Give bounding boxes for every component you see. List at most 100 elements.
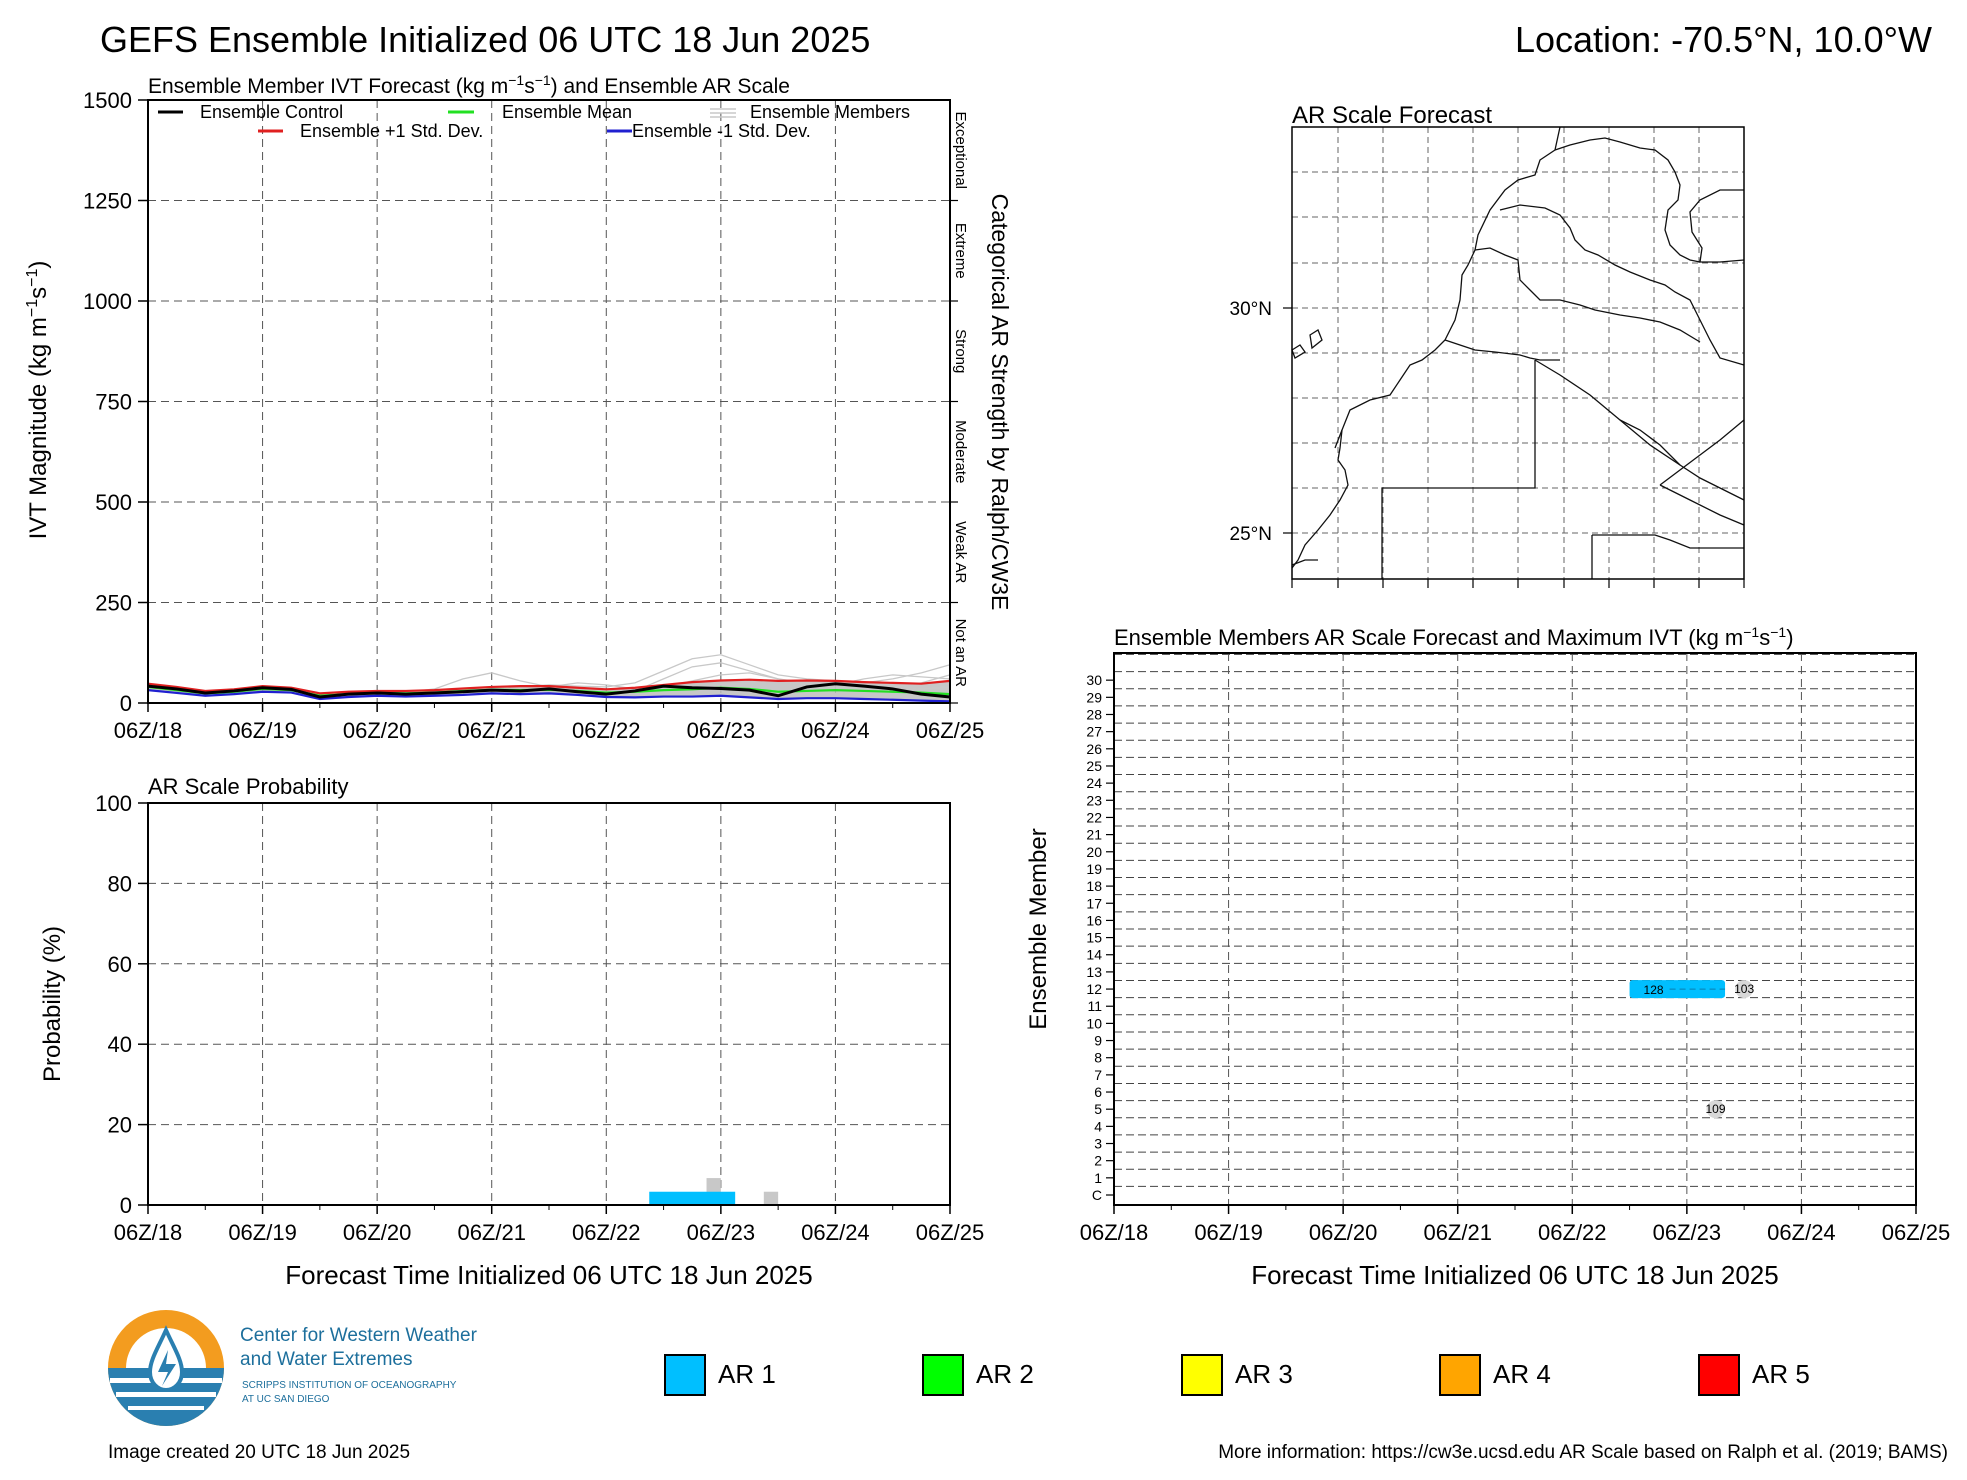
- logo-line-3: SCRIPPS INSTITUTION OF OCEANOGRAPHY: [242, 1380, 457, 1391]
- probability-title: AR Scale Probability: [148, 774, 349, 799]
- probability-x-tick-label: 06Z/24: [801, 1220, 870, 1245]
- ar-category-label: Weak AR: [952, 521, 969, 583]
- ar-legend-label: AR 3: [1235, 1359, 1293, 1389]
- members-y-tick-label: 29: [1086, 689, 1102, 705]
- members-x-tick-label: 06Z/22: [1538, 1220, 1607, 1245]
- probability-x-axis-label: Forecast Time Initialized 06 UTC 18 Jun …: [285, 1260, 812, 1290]
- ar-category-legend: AR 1 AR 2 AR 3 AR 4 AR 5: [664, 1354, 1810, 1396]
- members-y-tick-label: 9: [1094, 1033, 1102, 1049]
- ivt-y-tick-label: 500: [95, 490, 132, 515]
- ar-legend-swatch: [1181, 1354, 1223, 1396]
- members-y-tick-label: 10: [1086, 1015, 1102, 1031]
- legend-mean-label: Ensemble Mean: [502, 102, 632, 122]
- member-ivt-value: 103: [1734, 982, 1754, 996]
- member-ivt-marker: [1706, 1100, 1725, 1119]
- members-y-tick-label: 8: [1094, 1050, 1102, 1066]
- ivt-y-ticks: 0 250 500 750 1000 1250 1500: [83, 88, 148, 716]
- map-lat-label-30n: 30°N: [1230, 299, 1272, 320]
- cw3e-logo: Center for Western Weather and Water Ext…: [108, 1310, 478, 1426]
- probability-y-axis-label: Probability (%): [39, 926, 66, 1082]
- ivt-x-tick-label: 06Z/20: [343, 718, 412, 743]
- ivt-x-tick-label: 06Z/21: [457, 718, 526, 743]
- members-x-tick-label: 06Z/23: [1653, 1220, 1722, 1245]
- ar-legend-swatch: [1698, 1354, 1740, 1396]
- members-y-tick-label: 22: [1086, 809, 1102, 825]
- members-title: Ensemble Members AR Scale Forecast and M…: [1114, 624, 1794, 650]
- probability-x-ticks: 06Z/18 06Z/19 06Z/20 06Z/21 06Z/22 06Z/23 06Z/…: [114, 1205, 985, 1245]
- ar-category-label: Moderate: [952, 420, 969, 483]
- members-x-tick-label: 06Z/21: [1423, 1220, 1492, 1245]
- ivt-right-axis-label: Categorical AR Strength by Ralph/CW3E: [987, 194, 1013, 611]
- ivt-y-tick-label: 250: [95, 591, 132, 616]
- probability-y-tick-label: 0: [120, 1193, 132, 1218]
- members-y-tick-label: C: [1092, 1187, 1102, 1203]
- members-x-tick-label: 06Z/20: [1309, 1220, 1378, 1245]
- members-x-tick-label: 06Z/25: [1882, 1220, 1951, 1245]
- members-y-axis-label: Ensemble Member: [1025, 828, 1052, 1029]
- ivt-x-tick-label: 06Z/23: [687, 718, 756, 743]
- ar-legend-label: AR 1: [718, 1359, 776, 1389]
- members-y-tick-label: 1: [1094, 1170, 1102, 1186]
- ivt-legend: Ensemble Control Ensemble Mean Ensemble …: [158, 102, 910, 141]
- members-y-tick-label: 6: [1094, 1084, 1102, 1100]
- members-x-axis-label: Forecast Time Initialized 06 UTC 18 Jun …: [1251, 1260, 1778, 1290]
- ivt-series-lines: [147, 678, 951, 703]
- map-title: AR Scale Forecast: [1292, 102, 1492, 129]
- location-label: Location: -70.5°N, 10.0°W: [1515, 19, 1932, 60]
- probability-bar: [763, 1191, 779, 1205]
- logo-line-4: AT UC SAN DIEGO: [242, 1394, 330, 1405]
- cw3e-logo-mark: [108, 1310, 224, 1426]
- members-y-tick-label: 13: [1086, 964, 1102, 980]
- ivt-y-tick-label: 0: [120, 691, 132, 716]
- members-y-tick-label: 30: [1086, 672, 1102, 688]
- members-y-tick-label: 5: [1094, 1101, 1102, 1117]
- probability-y-tick-label: 100: [95, 791, 132, 816]
- ivt-y-tick-label: 1000: [83, 289, 132, 314]
- series-line-minus-std: [147, 689, 951, 703]
- probability-x-tick-label: 06Z/22: [572, 1220, 641, 1245]
- members-x-tick-label: 06Z/19: [1194, 1220, 1263, 1245]
- members-y-ticks: C123456789101112131415161718192021222324…: [1086, 672, 1114, 1203]
- legend-control-label: Ensemble Control: [200, 102, 343, 122]
- members-y-tick-label: 12: [1086, 981, 1102, 997]
- ivt-category-labels: Exceptional Extreme Strong Moderate Weak AR N…: [950, 111, 969, 704]
- probability-plot-frame: [147, 802, 951, 1206]
- members-y-tick-label: 4: [1094, 1118, 1102, 1134]
- probability-y-tick-label: 60: [108, 952, 132, 977]
- members-y-tick-label: 20: [1086, 844, 1102, 860]
- logo-line-1: Center for Western Weather: [240, 1325, 478, 1346]
- members-y-tick-label: 27: [1086, 724, 1102, 740]
- ivt-y-tick-label: 1500: [83, 88, 132, 113]
- ivt-x-tick-label: 06Z/25: [916, 718, 985, 743]
- probability-x-tick-label: 06Z/25: [916, 1220, 985, 1245]
- ar-category-label: Strong: [952, 329, 969, 373]
- map-tick-marks: [1283, 307, 1745, 588]
- members-y-tick-label: 18: [1086, 878, 1102, 894]
- probability-y-tick-label: 20: [108, 1113, 132, 1138]
- ivt-x-tick-label: 06Z/19: [228, 718, 297, 743]
- members-x-tick-label: 06Z/24: [1767, 1220, 1836, 1245]
- members-panel: Ensemble Members AR Scale Forecast and M…: [1025, 624, 1950, 1290]
- probability-bar: [649, 1191, 736, 1205]
- series-line-control: [147, 682, 951, 699]
- probability-panel: AR Scale Probability 0 20 40 60 80 100 06Z/18…: [39, 774, 984, 1290]
- ar-legend-label: AR 5: [1752, 1359, 1810, 1389]
- members-y-tick-label: 26: [1086, 741, 1102, 757]
- ar-legend-label: AR 4: [1493, 1359, 1551, 1389]
- figure-title: GEFS Ensemble Initialized 06 UTC 18 Jun …: [100, 19, 870, 60]
- ivt-x-tick-label: 06Z/24: [801, 718, 870, 743]
- probability-x-tick-label: 06Z/20: [343, 1220, 412, 1245]
- ar-legend-swatch: [664, 1354, 706, 1396]
- members-y-tick-label: 21: [1086, 827, 1102, 843]
- map-gridlines: [1292, 127, 1744, 579]
- probability-bars: [649, 1178, 779, 1205]
- ar-category-label: Exceptional: [952, 111, 969, 189]
- members-y-tick-label: 15: [1086, 930, 1102, 946]
- ivt-y-axis-label: IVT Magnitude (kg m−1s−1): [24, 261, 52, 540]
- ivt-x-tick-label: 06Z/18: [114, 718, 183, 743]
- ar-legend-swatch: [922, 1354, 964, 1396]
- members-ar-bars: 128 103 109: [1629, 980, 1754, 1119]
- ivt-y-tick-label: 1250: [83, 189, 132, 214]
- members-y-tick-label: 2: [1094, 1153, 1102, 1169]
